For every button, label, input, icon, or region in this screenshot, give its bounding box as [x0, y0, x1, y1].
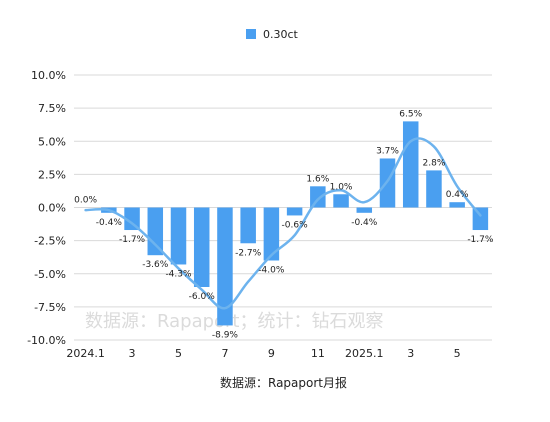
- data-label: 6.5%: [399, 109, 422, 119]
- bar: [310, 186, 326, 208]
- data-label: -1.7%: [119, 235, 146, 245]
- y-tick-label: -10.0%: [27, 334, 66, 347]
- x-tick-label: 7: [221, 347, 228, 360]
- bar: [356, 207, 373, 213]
- bar: [449, 202, 465, 208]
- x-tick-label: 9: [268, 347, 275, 360]
- x-tick-label: 3: [407, 347, 414, 360]
- y-tick-label: 7.5%: [38, 102, 66, 115]
- y-axis-ticks: 10.0% 7.5% 5.0% 2.5% 0.0% -2.5% -5.0% -7.5% -10.…: [27, 69, 66, 347]
- data-label: -4.0%: [258, 266, 285, 276]
- data-labels: 0.0% -0.4% -1.7% -3.6%-4.3% -6.0% -8.9% -2.7% -…: [74, 109, 494, 340]
- data-label: -1.7%: [467, 235, 494, 245]
- bar: [426, 170, 442, 208]
- y-tick-label: -2.5%: [34, 235, 66, 248]
- data-label: 3.7%: [376, 146, 399, 156]
- bar: [193, 207, 210, 287]
- data-label: -6.0%: [189, 292, 216, 302]
- bar: [263, 207, 280, 261]
- y-tick-label: 5.0%: [38, 135, 66, 148]
- legend-label: 0.30ct: [263, 28, 299, 41]
- data-label: -0.6%: [282, 220, 309, 230]
- bar: [333, 194, 349, 208]
- y-tick-label: 10.0%: [31, 69, 66, 82]
- data-label: 2.8%: [423, 158, 446, 168]
- data-label: -4.3%: [165, 269, 192, 279]
- data-label: 1.6%: [306, 174, 329, 184]
- bar: [286, 207, 303, 216]
- x-tick-label: 2025.1: [345, 347, 384, 360]
- data-label: -0.4%: [96, 218, 123, 228]
- bar: [240, 207, 256, 244]
- data-label: -2.7%: [235, 248, 262, 258]
- x-tick-label: 5: [454, 347, 461, 360]
- data-label: 1.0%: [330, 182, 353, 192]
- legend-swatch: [246, 29, 256, 39]
- bar: [170, 207, 187, 265]
- data-label: -8.9%: [212, 330, 239, 340]
- y-tick-label: -7.5%: [34, 301, 66, 314]
- y-tick-label: 2.5%: [38, 168, 66, 181]
- y-tick-label: -5.0%: [34, 268, 66, 281]
- x-tick-label: 11: [311, 347, 325, 360]
- bar: [147, 207, 164, 256]
- watermark: 数据源：Rapaport；统计：钻石观察: [85, 311, 384, 332]
- data-label: 0.4%: [446, 190, 469, 200]
- legend: 0.30ct: [246, 28, 299, 41]
- bar: [217, 207, 233, 326]
- x-axis-ticks: 2024.1 3 5 7 9 11 2025.1 3 5: [66, 347, 460, 360]
- bar: [402, 121, 419, 208]
- data-label: -0.4%: [351, 218, 378, 228]
- bar: [472, 207, 489, 231]
- x-tick-label: 2024.1: [66, 347, 105, 360]
- y-tick-label: 0.0%: [38, 202, 66, 215]
- x-tick-label: 3: [129, 347, 136, 360]
- y-grid: [74, 74, 492, 341]
- data-label: -3.6%: [142, 260, 169, 270]
- bar: [124, 207, 140, 231]
- trend-line: [84, 137, 482, 310]
- source-caption: 数据源：Rapaport月报: [220, 375, 347, 390]
- data-label: 0.0%: [74, 196, 97, 206]
- x-tick-label: 5: [175, 347, 182, 360]
